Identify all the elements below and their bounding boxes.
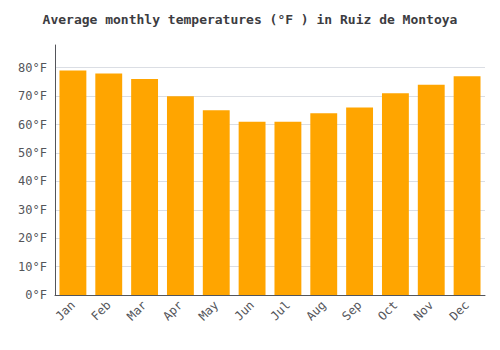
svg-text:Oct: Oct (375, 298, 400, 323)
svg-text:20°F: 20°F (18, 231, 47, 245)
svg-text:30°F: 30°F (18, 203, 47, 217)
svg-text:0°F: 0°F (25, 288, 47, 302)
svg-text:60°F: 60°F (18, 118, 47, 132)
svg-text:80°F: 80°F (18, 61, 47, 75)
svg-text:Jul: Jul (268, 298, 293, 323)
svg-text:Jan: Jan (53, 298, 78, 323)
svg-text:Aug: Aug (303, 298, 328, 323)
svg-text:Average monthly temperatures (: Average monthly temperatures (°F ) in Ru… (43, 12, 458, 27)
svg-text:Feb: Feb (88, 298, 113, 323)
svg-text:10°F: 10°F (18, 260, 47, 274)
svg-text:Nov: Nov (411, 298, 436, 323)
svg-text:Jun: Jun (232, 298, 257, 323)
svg-text:70°F: 70°F (18, 89, 47, 103)
svg-text:May: May (196, 298, 221, 323)
svg-text:Sep: Sep (339, 298, 364, 323)
svg-text:Dec: Dec (447, 298, 472, 323)
svg-text:Mar: Mar (124, 298, 149, 323)
svg-text:50°F: 50°F (18, 146, 47, 160)
svg-text:Apr: Apr (160, 298, 185, 323)
svg-text:40°F: 40°F (18, 174, 47, 188)
